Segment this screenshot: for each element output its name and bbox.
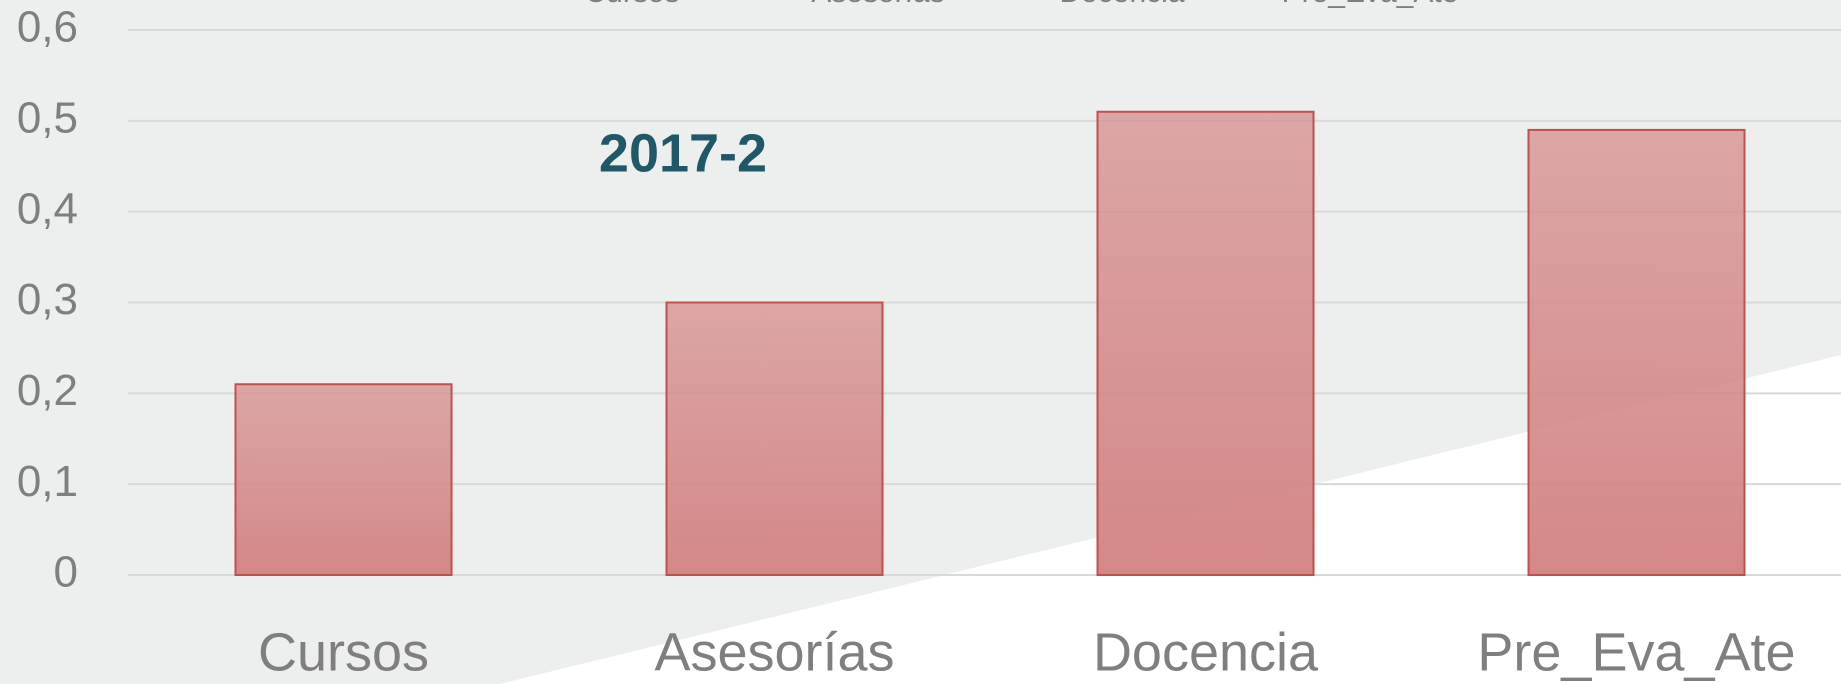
bar — [1096, 110, 1315, 576]
legend-label: Docencia — [1059, 0, 1184, 9]
bar — [234, 383, 453, 576]
x-tick-label: Docencia — [1093, 622, 1319, 682]
x-tick-label: Pre_Eva_Ate — [1477, 622, 1795, 682]
chart-title: 2017-2 — [599, 123, 767, 183]
y-tick-label: 0,2 — [17, 366, 78, 415]
y-tick-label: 0,5 — [17, 93, 78, 142]
x-tick-label: Asesorías — [654, 622, 894, 682]
y-tick-label: 0 — [54, 548, 78, 597]
legend-label: Pre_Eva_Ate — [1282, 0, 1459, 9]
labels: 0 0,1 0,2 0,3 0,4 0,5 0,6 Cursos Cursos Asesorías… — [17, 0, 1796, 682]
x-tick-label: Cursos — [258, 622, 429, 682]
y-tick-label: 0,1 — [17, 457, 78, 506]
y-tick-label: 0,4 — [17, 184, 78, 233]
legend-label: Cursos — [584, 0, 679, 9]
bars — [234, 110, 1746, 577]
bar — [1527, 128, 1746, 577]
y-tick-label: 0,3 — [17, 275, 78, 324]
bar — [665, 301, 884, 576]
y-tick-label: 0,6 — [17, 3, 78, 52]
legend-label: Asesorías — [811, 0, 944, 9]
